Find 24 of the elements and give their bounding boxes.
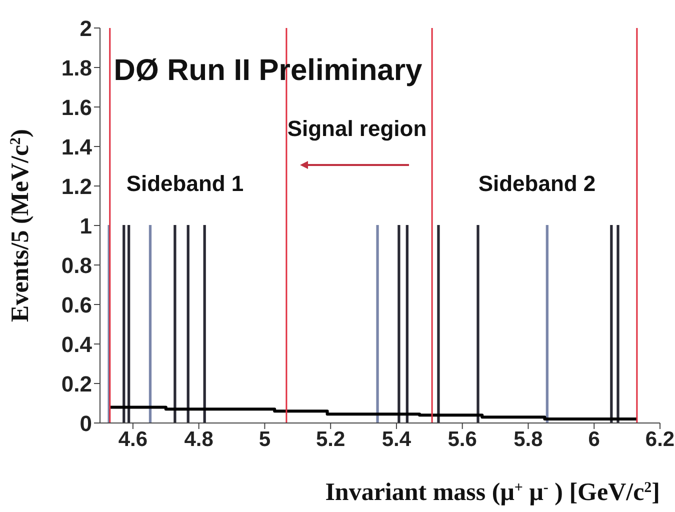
x-tick-label: 6 <box>588 428 600 451</box>
y-tick-label: 0.6 <box>61 292 92 318</box>
y-tick-label: 0.2 <box>61 371 92 396</box>
x-tick-label: 5.2 <box>316 428 346 451</box>
x-tick-label: 4.6 <box>118 428 148 451</box>
y-tick-label: 1.8 <box>61 55 92 80</box>
annotation: Sideband 2 <box>478 170 596 196</box>
y-tick-label: 0 <box>80 410 92 436</box>
x-tick-label: 5.8 <box>514 428 544 451</box>
x-tick-label: 4.8 <box>184 428 214 451</box>
y-tick-label: 1.2 <box>61 174 92 199</box>
y-tick-label: 1.4 <box>61 134 93 160</box>
x-tick-label: 5 <box>258 428 271 451</box>
x-tick-label: 5.4 <box>382 428 412 451</box>
y-tick-label: 2 <box>80 16 92 41</box>
y-tick-label: 0.8 <box>61 252 92 278</box>
y-tick-label: 1 <box>80 213 92 238</box>
x-tick-label: 6.2 <box>645 428 675 451</box>
y-tick-label: 0.4 <box>61 332 93 357</box>
annotation: Signal region <box>287 116 427 141</box>
annotation: Sideband 1 <box>126 170 244 196</box>
x-tick-label: 5.6 <box>448 428 477 451</box>
x-axis-title: Invariant mass (μ$^{+}$ μ$^{-}$ ) [GeV/c$^{2}$] <box>325 479 660 506</box>
y-tick-label: 1.6 <box>61 94 92 120</box>
